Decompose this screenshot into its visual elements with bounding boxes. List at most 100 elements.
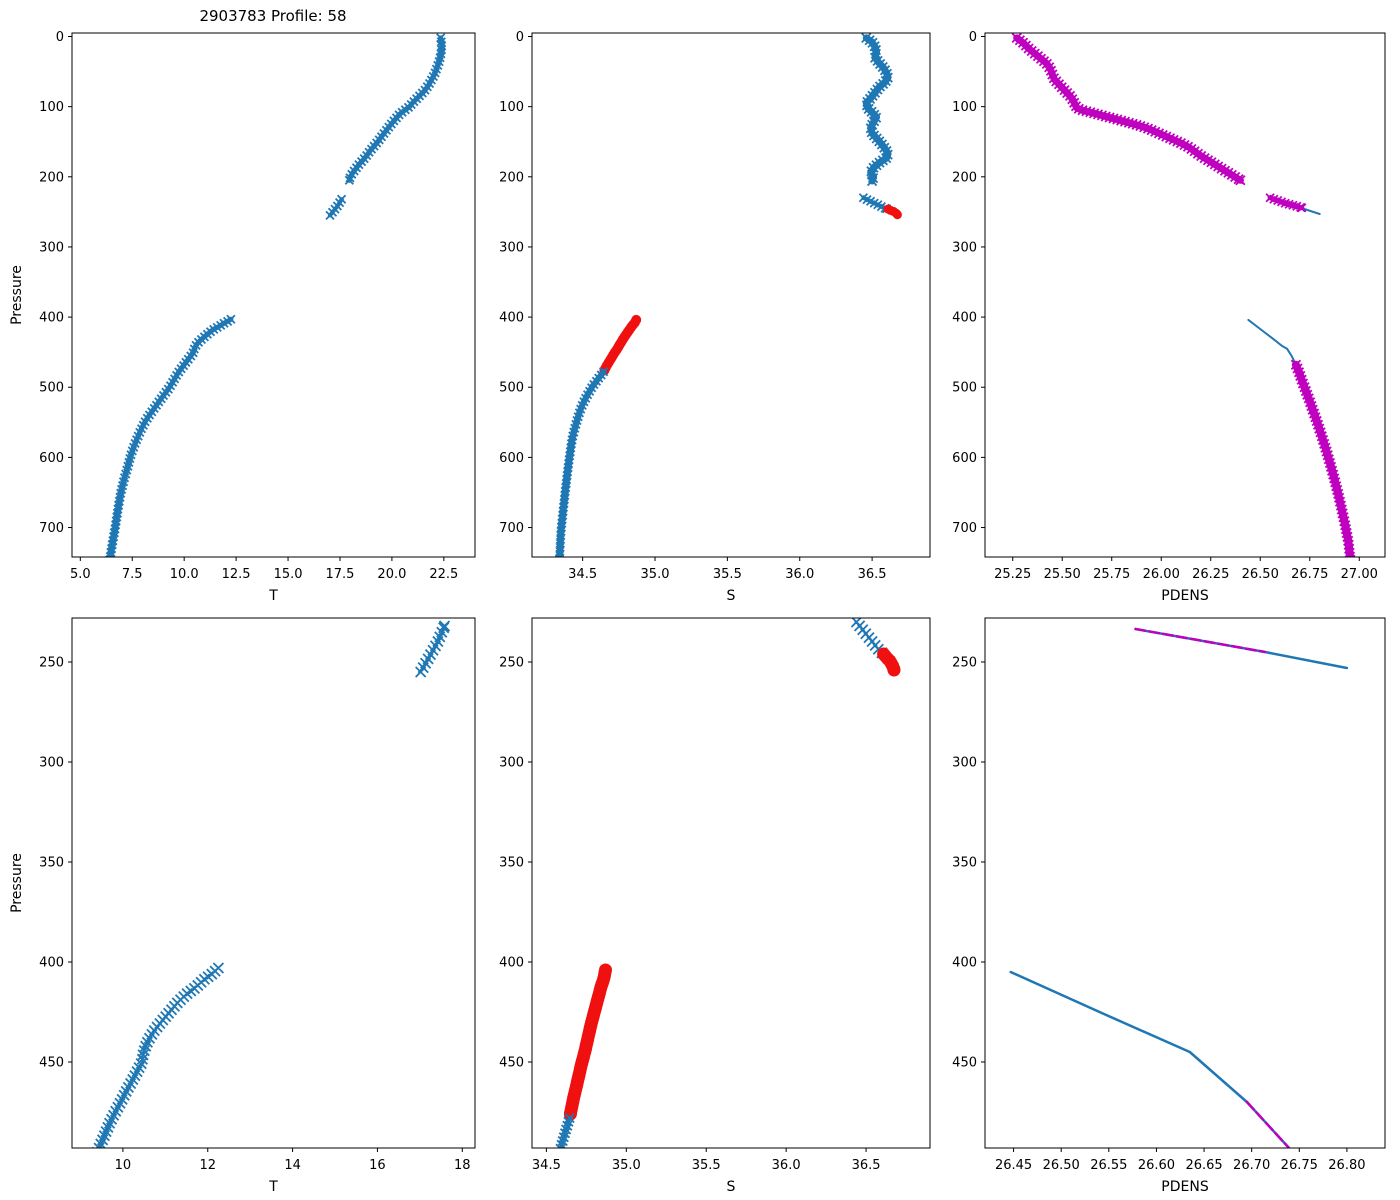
x-axis-label: PDENS bbox=[1161, 1179, 1209, 1195]
y-tick-label: 0 bbox=[969, 30, 977, 45]
y-tick-label: 200 bbox=[39, 170, 64, 185]
y-tick-label: 350 bbox=[39, 856, 64, 871]
x-tick-label: 26.55 bbox=[1090, 1158, 1127, 1173]
series-t-lower-zoom bbox=[98, 967, 220, 1148]
x-tick-label: 35.0 bbox=[641, 567, 670, 582]
y-tick-label: 700 bbox=[952, 521, 977, 536]
series-pdens-lower-dashed-zoom bbox=[1245, 1100, 1291, 1148]
x-tick-label: 10 bbox=[115, 1158, 132, 1173]
x-tick-label: 7.5 bbox=[122, 567, 143, 582]
x-tick-label: 27.00 bbox=[1341, 567, 1378, 582]
series-s-lower-red-markers bbox=[599, 314, 642, 376]
y-axis-label: Pressure bbox=[9, 265, 25, 325]
y-tick-label: 350 bbox=[952, 856, 977, 871]
series-layer bbox=[554, 33, 902, 557]
series-s-lower-red-zoom-markers bbox=[563, 963, 612, 1121]
x-tick-label: 12 bbox=[199, 1158, 216, 1173]
y-tick-label: 450 bbox=[499, 1056, 524, 1071]
y-tick-label: 400 bbox=[952, 311, 977, 326]
x-axis-label: PDENS bbox=[1161, 588, 1209, 604]
x-ticks: 34.5 35.0 35.5 36.0 36.5 bbox=[532, 1148, 881, 1173]
y-tick-label: 0 bbox=[516, 30, 524, 45]
x-ticks: 25.25 25.50 25.75 26.00 26.25 26.50 26.75 27.00 bbox=[994, 557, 1378, 582]
x-tick-label: 16 bbox=[369, 1158, 386, 1173]
x-tick-label: 26.75 bbox=[1281, 1158, 1318, 1173]
y-tick-label: 300 bbox=[952, 756, 977, 771]
x-tick-label: 26.60 bbox=[1138, 1158, 1175, 1173]
series-s-lower-blue-markers bbox=[554, 367, 609, 557]
figure-title: 2903783 Profile: 58 bbox=[199, 7, 347, 25]
x-tick-label: 26.45 bbox=[995, 1158, 1032, 1173]
series-t-lower-zoom-markers bbox=[91, 962, 225, 1148]
y-tick-label: 600 bbox=[39, 451, 64, 466]
x-axis-label: T bbox=[268, 1179, 278, 1195]
y-tick-label: 200 bbox=[952, 170, 977, 185]
x-tick-label: 12.5 bbox=[222, 567, 251, 582]
x-tick-label: 20.0 bbox=[377, 567, 406, 582]
x-tick-label: 26.70 bbox=[1233, 1158, 1270, 1173]
x-tick-label: 14 bbox=[284, 1158, 301, 1173]
axes-box bbox=[984, 617, 1386, 1149]
y-tick-label: 250 bbox=[499, 656, 524, 671]
y-tick-label: 300 bbox=[499, 240, 524, 255]
series-layer bbox=[105, 33, 447, 557]
axes-box bbox=[71, 617, 476, 1149]
series-layer bbox=[91, 620, 451, 1148]
y-ticks: 250 300 350 400 450 bbox=[499, 656, 532, 1071]
y-tick-label: 250 bbox=[39, 656, 64, 671]
x-tick-label: 26.80 bbox=[1328, 1158, 1365, 1173]
series-layer bbox=[554, 618, 901, 1148]
x-tick-label: 25.75 bbox=[1093, 567, 1130, 582]
chart-salinity-profile-zoom: 34.5 35.0 35.5 36.0 36.5 250 300 350 400 450 S bbox=[499, 617, 931, 1195]
x-tick-label: 35.5 bbox=[692, 1158, 721, 1173]
x-tick-label: 35.5 bbox=[713, 567, 742, 582]
series-s-lower-blue-zoom-markers bbox=[554, 1112, 575, 1148]
x-tick-label: 5.0 bbox=[70, 567, 91, 582]
x-tick-label: 15.0 bbox=[274, 567, 303, 582]
axes-box bbox=[531, 617, 931, 1149]
series-t-detached-zoom-markers bbox=[415, 620, 451, 678]
y-tick-label: 100 bbox=[39, 100, 64, 115]
series-s-detached-red-markers bbox=[883, 204, 902, 220]
x-axis-label: S bbox=[727, 1179, 736, 1195]
x-tick-label: 26.65 bbox=[1185, 1158, 1222, 1173]
chart-temperature-profile-full: 5.0 7.5 10.0 12.5 15.0 17.5 20.0 22.5 0 100 200 300… bbox=[9, 30, 476, 604]
chart-salinity-profile-full: 34.5 35.0 35.5 36.0 36.5 0 100 200 300 400 500 600 7… bbox=[499, 30, 931, 604]
axes-box bbox=[984, 32, 1386, 558]
y-tick-label: 300 bbox=[499, 756, 524, 771]
x-axis-label: S bbox=[727, 588, 736, 604]
series-t-detached-markers bbox=[325, 194, 347, 221]
y-tick-label: 450 bbox=[952, 1056, 977, 1071]
x-tick-label: 26.25 bbox=[1192, 567, 1229, 582]
axes-box bbox=[531, 32, 931, 558]
y-tick-label: 400 bbox=[952, 956, 977, 971]
y-axis-label: Pressure bbox=[9, 853, 25, 913]
x-ticks: 10 12 14 16 18 bbox=[115, 1148, 471, 1173]
x-tick-label: 10.0 bbox=[170, 567, 199, 582]
series-s-detached-red-zoom-markers bbox=[877, 647, 901, 677]
y-tick-label: 450 bbox=[39, 1056, 64, 1071]
y-tick-label: 400 bbox=[39, 956, 64, 971]
x-ticks: 34.5 35.0 35.5 36.0 36.5 bbox=[568, 557, 887, 582]
x-axis-label: T bbox=[268, 588, 278, 604]
y-tick-label: 0 bbox=[56, 30, 64, 45]
y-ticks: 0 100 200 300 400 500 600 700 bbox=[39, 30, 72, 536]
y-tick-label: 500 bbox=[39, 381, 64, 396]
y-ticks: 250 300 350 400 450 bbox=[952, 656, 985, 1071]
y-tick-label: 300 bbox=[39, 240, 64, 255]
y-tick-label: 350 bbox=[499, 856, 524, 871]
x-tick-label: 26.50 bbox=[1242, 567, 1279, 582]
y-tick-label: 300 bbox=[39, 756, 64, 771]
series-t-lower bbox=[107, 316, 234, 557]
chart-pdens-profile-zoom: 26.45 26.50 26.55 26.60 26.65 26.70 26.75 26.80… bbox=[952, 617, 1386, 1195]
y-tick-label: 700 bbox=[499, 521, 524, 536]
series-t-upper-markers bbox=[344, 33, 447, 185]
y-tick-label: 100 bbox=[952, 100, 977, 115]
x-tick-label: 36.0 bbox=[785, 567, 814, 582]
series-s-upper-markers bbox=[861, 33, 893, 187]
x-tick-label: 36.0 bbox=[772, 1158, 801, 1173]
y-tick-label: 400 bbox=[39, 311, 64, 326]
series-pdens-lower-line-zoom bbox=[1009, 970, 1291, 1148]
x-tick-label: 25.25 bbox=[994, 567, 1031, 582]
